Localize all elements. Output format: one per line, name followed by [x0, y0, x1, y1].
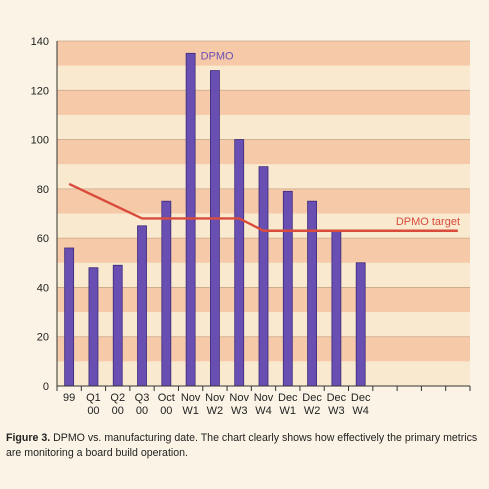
figure-caption: Figure 3. DPMO vs. manufacturing date. T… — [6, 431, 484, 461]
y-tick-label: 20 — [37, 332, 49, 344]
background-band — [57, 139, 470, 165]
target-line — [68, 182, 458, 232]
y-tick-label: 120 — [31, 85, 49, 97]
x-tick-label: 00 — [136, 405, 148, 417]
x-tick-label: Oct — [158, 392, 175, 404]
bar — [331, 230, 342, 387]
bar — [355, 262, 366, 387]
x-tick-label: Q3 — [135, 392, 150, 404]
x-tick-label: Nov — [229, 392, 249, 404]
x-tick-label: W4 — [352, 405, 369, 417]
y-tick-label: 40 — [37, 282, 49, 294]
background-band — [57, 65, 470, 91]
x-tick-label: 00 — [112, 405, 124, 417]
series-label-target: DPMO target — [396, 216, 460, 228]
x-tick-label: Nov — [181, 392, 201, 404]
bar — [161, 200, 172, 387]
series-labels: DPMO DPMO target — [201, 50, 460, 227]
y-tick-label: 60 — [37, 233, 49, 245]
x-tick-label: W1 — [182, 405, 199, 417]
x-tick-label: 00 — [87, 405, 99, 417]
bar — [112, 264, 123, 387]
x-tick-label: W1 — [280, 405, 297, 417]
bar — [210, 70, 220, 387]
x-tick-label: Dec — [351, 392, 371, 404]
bar — [88, 267, 99, 387]
x-tick-label: 99 — [63, 392, 75, 404]
y-tick-label: 80 — [37, 184, 49, 196]
bar — [185, 52, 196, 387]
x-tick-label: Q2 — [110, 392, 125, 404]
x-tick-label: Nov — [205, 392, 225, 404]
x-tick-label: Dec — [302, 392, 322, 404]
y-tick-label: 100 — [31, 135, 49, 147]
bars — [64, 52, 366, 387]
background-band — [57, 114, 470, 140]
target-polyline — [68, 182, 458, 232]
x-tick-label: 00 — [160, 405, 172, 417]
bar — [307, 200, 317, 387]
caption-label: Figure 3. — [6, 432, 51, 444]
bar — [282, 190, 293, 387]
bar — [64, 247, 75, 387]
x-tick-label: Q1 — [86, 392, 101, 404]
x-tick-labels: 99 Q100Q200Q300Oct00NovW1NovW2NovW3NovW4D… — [63, 392, 371, 417]
bar — [234, 139, 245, 387]
x-tick-label: Dec — [278, 392, 298, 404]
x-tick-label: W4 — [255, 405, 272, 417]
caption-text: DPMO vs. manufacturing date. The chart c… — [6, 432, 478, 459]
y-tick-label: 140 — [31, 36, 49, 48]
y-tick-labels: 0 20 40 60 80 100 120 140 — [31, 36, 49, 393]
bar — [258, 166, 269, 387]
background-band — [57, 90, 470, 115]
x-tick-label: Nov — [254, 392, 274, 404]
axes — [56, 41, 471, 391]
x-tick-label: W2 — [207, 405, 224, 417]
bar — [137, 225, 147, 387]
x-tick-label: W3 — [231, 405, 248, 417]
x-tick-label: W2 — [304, 405, 321, 417]
x-tick-label: W3 — [328, 405, 345, 417]
series-label-dpmo: DPMO — [201, 50, 234, 62]
background-band — [57, 41, 470, 66]
y-tick-label: 0 — [43, 381, 49, 393]
x-tick-label: Dec — [327, 392, 347, 404]
